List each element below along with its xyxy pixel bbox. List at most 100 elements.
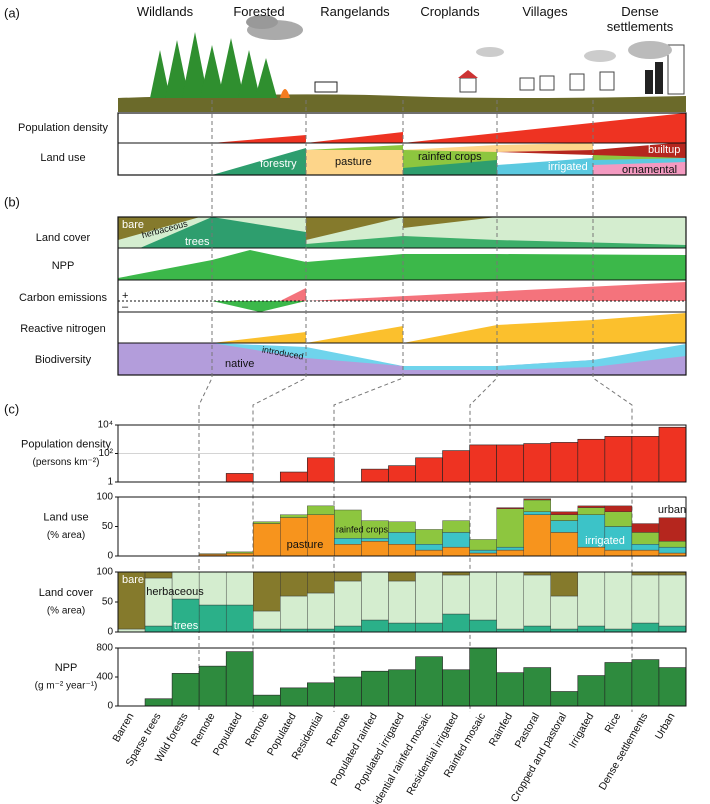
bar <box>442 450 470 483</box>
y-tick-label: 10⁴ <box>98 420 113 431</box>
bar-segment <box>469 549 497 554</box>
bar <box>171 673 200 707</box>
bar-segment <box>523 625 551 633</box>
series-label: irrigated <box>585 535 625 547</box>
y-tick-label: 400 <box>96 672 113 683</box>
bar <box>225 473 254 483</box>
bar-segment <box>307 514 335 557</box>
y-tick-label: 100 <box>96 492 113 503</box>
area-label: trees <box>185 236 210 248</box>
bar-segment <box>469 571 497 621</box>
bar <box>144 698 173 707</box>
row-label: Carbon emissions <box>19 292 108 304</box>
row-label: Land cover <box>36 232 91 244</box>
x-tick-label: Barren <box>110 711 136 744</box>
series-label: pasture <box>287 539 324 551</box>
bar <box>550 691 579 707</box>
zone-header: Rangelands <box>320 4 390 19</box>
panel-label: (a) <box>4 5 20 20</box>
bar <box>388 669 416 707</box>
bar-segment <box>280 571 308 597</box>
x-tick-label: Remote <box>243 711 272 749</box>
bar-segment <box>334 538 362 545</box>
bar-segment <box>523 498 551 501</box>
bar-segment <box>442 574 470 615</box>
landscape <box>118 15 686 112</box>
y-tick-label: 100 <box>96 567 113 578</box>
bar <box>577 675 606 707</box>
bar-segment <box>496 571 524 630</box>
bar <box>252 694 281 707</box>
bar <box>631 659 660 707</box>
bar-segment <box>334 544 362 557</box>
row-label: Population density <box>18 122 108 134</box>
bar-segment <box>225 604 254 633</box>
panel-label: (c) <box>4 401 19 416</box>
bar-segment <box>631 622 660 633</box>
sign-label: – <box>122 301 129 313</box>
area-label: ornamental <box>622 164 677 176</box>
axis-label: Land use <box>43 511 88 523</box>
bar-segment <box>334 625 362 633</box>
y-tick-label: 50 <box>102 521 114 532</box>
row-label: Biodiversity <box>35 354 92 366</box>
bar-segment <box>631 574 660 624</box>
bar-segment <box>604 571 633 630</box>
zone-header: Croplands <box>420 4 480 19</box>
bar-segment <box>496 508 524 548</box>
bar-segment <box>550 511 579 515</box>
bar-segment <box>496 546 524 551</box>
zone-header: Forested <box>233 4 285 19</box>
bar <box>577 438 606 483</box>
y-tick-label: 1 <box>107 477 113 488</box>
x-tick-label: Rice <box>602 711 623 735</box>
bar-segment <box>253 610 281 630</box>
x-tick-label: Remote <box>324 711 353 749</box>
bar-segment <box>577 514 606 548</box>
bar-segment <box>144 625 173 633</box>
bar-segment <box>415 544 443 551</box>
area-label: native <box>225 358 254 370</box>
x-tick-label: Rainfed <box>487 711 516 748</box>
series-label: herbaceous <box>146 586 204 598</box>
bar-segment <box>225 571 254 606</box>
area-label: bare <box>122 219 144 231</box>
bar-segment <box>361 619 389 633</box>
bar-segment <box>334 580 362 627</box>
axis-units: (% area) <box>47 530 85 541</box>
bar-segment <box>658 546 687 554</box>
axis-label: Land cover <box>39 587 94 599</box>
x-tick-label: Cropped and pastoral <box>508 711 569 804</box>
x-tick-label: Urban <box>653 711 678 742</box>
bar-segment <box>415 571 443 624</box>
series-label: trees <box>174 620 199 632</box>
zone-header: Villages <box>522 4 568 19</box>
bar-segment <box>388 532 416 545</box>
bar-segment <box>604 505 633 512</box>
bar-segment <box>577 507 606 515</box>
bar-segment <box>198 604 227 633</box>
bar <box>279 687 308 707</box>
bar <box>631 436 660 483</box>
x-tick-label: Pastoral <box>513 711 543 750</box>
series-label: bare <box>122 574 144 586</box>
bar-segment <box>361 541 389 557</box>
panel-label: (b) <box>4 194 20 209</box>
plot-frame <box>117 647 687 707</box>
bar-segment <box>442 520 470 533</box>
bar-segment <box>577 625 606 633</box>
bar-segment <box>253 523 281 557</box>
bar-segment <box>388 622 416 633</box>
bar-segment <box>388 521 416 533</box>
bar-segment <box>631 532 660 545</box>
zone-header: Wildlands <box>136 4 194 19</box>
bar-segment <box>334 571 362 582</box>
area-label: rainfed crops <box>418 151 482 163</box>
bar-segment <box>388 580 416 624</box>
bar-segment <box>496 507 524 509</box>
bar <box>225 651 254 707</box>
bar-segment <box>550 595 579 630</box>
bar <box>658 426 687 483</box>
x-tick-label: Dense settlements <box>597 711 651 792</box>
